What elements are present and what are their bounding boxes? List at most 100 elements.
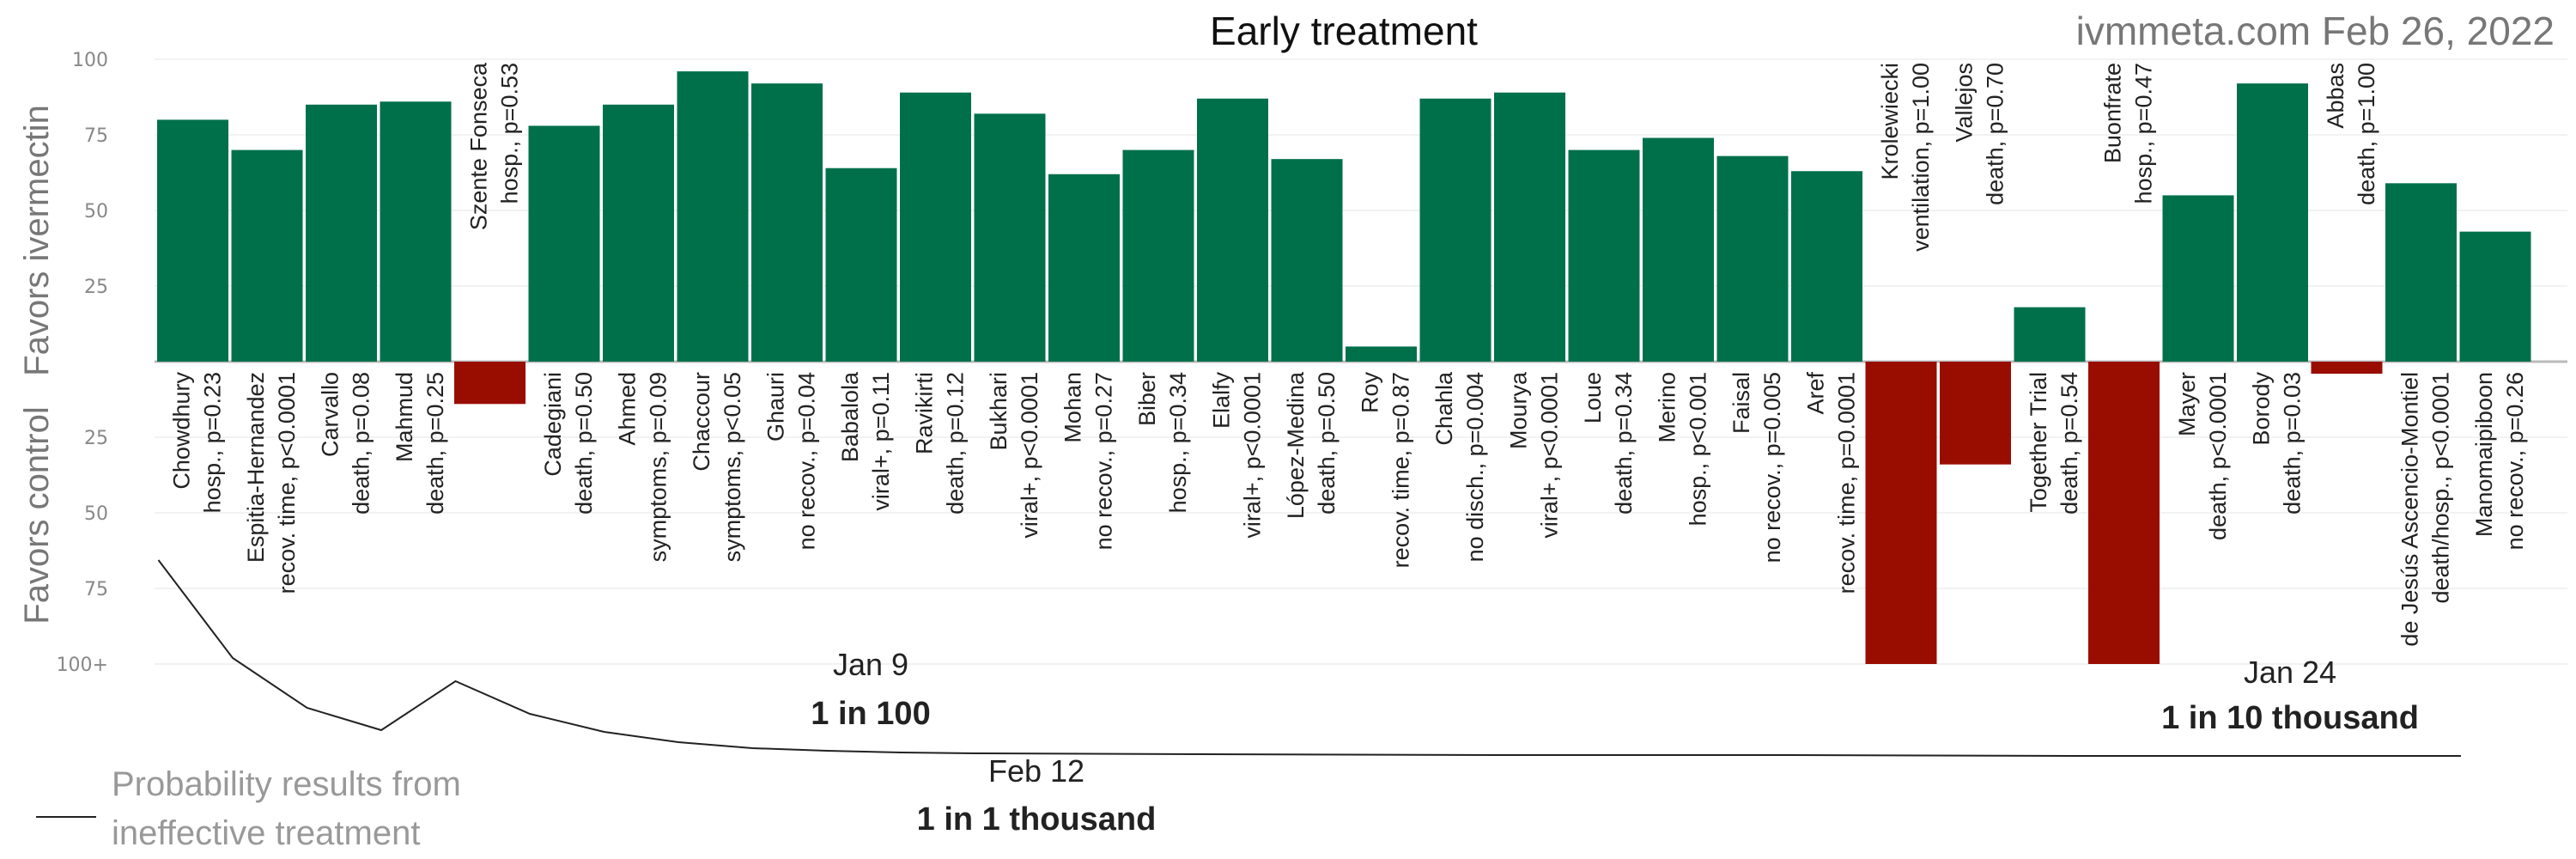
bar-12 [1048,174,1120,362]
study-detail-label: symptoms, p<0.05 [720,372,745,562]
annotation-date: Jan 9 [833,647,908,682]
study-name-label: Cadegiani [540,372,566,477]
bar-21 [1716,155,1789,362]
study-name-label: Chowdhury [169,372,195,490]
study-name-label: Szente Fonseca [466,62,492,230]
bar-0 [157,119,228,362]
study-detail-label: recov. time, p=0.0001 [1834,372,1860,594]
bar-16 [1346,346,1417,362]
bar-22 [1791,171,1862,362]
study-detail-label: death, p=0.12 [943,372,969,515]
y-tick-label: 75 [84,579,108,600]
y-axis-label-negative: Favors control [18,406,56,624]
study-name-label: Vallejos [1952,63,1978,143]
bar-25 [2014,307,2086,362]
study-detail-label: death, p=0.03 [2280,372,2306,515]
bar-11 [974,113,1046,362]
study-name-label: Elalfy [1209,372,1235,430]
study-name-label: Merino [1655,372,1680,443]
bar-23 [1865,362,1937,664]
study-name-label: Loue [1580,372,1606,423]
y-tick-label: 50 [84,201,108,222]
probability-line [157,559,2461,757]
study-name-label: Aref [1803,372,1829,415]
bar-26 [2088,362,2160,664]
y-tick-label: 100 [72,50,108,71]
study-name-label: Mohan [1060,372,1086,443]
study-name-label: Faisal [1728,372,1754,434]
bar-4 [454,362,526,405]
bar-31 [2459,231,2531,362]
bar-6 [603,104,674,362]
annotation-odds: 1 in 10 thousand [2161,700,2419,736]
bar-17 [1419,98,1492,362]
study-detail-label: recov. time, p=0.87 [1388,372,1414,568]
study-detail-label: viral+, p<0.0001 [1017,372,1042,539]
study-name-label: Abbas [2323,63,2348,129]
study-detail-label: death/hosp., p<0.0001 [2428,372,2454,604]
study-detail-label: death, p<0.0001 [2205,372,2231,540]
study-detail-label: no recov., p=0.27 [1091,372,1117,550]
bar-14 [1197,98,1268,362]
study-detail-label: hosp., p<0.001 [1686,372,1711,526]
study-name-label: Together Trial [2026,372,2051,513]
study-name-label: Babalola [837,371,863,462]
y-axis-label-positive: Favors ivermectin [18,105,56,376]
study-detail-label: recov. time, p<0.0001 [274,372,300,594]
study-detail-label: symptoms, p=0.09 [646,372,671,562]
bar-10 [900,92,971,362]
bar-28 [2237,83,2308,362]
bar-24 [1940,362,2011,465]
study-detail-label: viral+, p<0.0001 [1240,372,1266,539]
annotations: Jan 9 1 in 100 Feb 12 1 in 1 thousand Jan 24… [811,647,2419,838]
study-detail-label: death, p=0.50 [571,372,597,515]
study-name-label: Roy [1358,372,1383,414]
study-name-label: Bukhari [986,372,1012,451]
study-name-label: Ahmed [615,372,641,446]
study-detail-label: hosp., p=0.47 [2131,63,2157,204]
study-name-label: Buonfrate [2100,63,2126,163]
bar-8 [751,83,823,362]
bar-5 [528,125,600,362]
study-name-label: López-Medina [1283,371,1309,519]
annotation-odds: 1 in 1 thousand [917,801,1157,838]
legend-label-line-2: ineffective treatment [112,814,420,852]
study-detail-label: death, p=0.25 [422,372,448,515]
study-detail-label: viral+, p<0.0001 [1537,372,1563,539]
study-name-label: Borody [2249,372,2275,446]
study-detail-label: hosp., p=0.23 [200,372,226,513]
study-detail-label: viral+, p=0.11 [868,372,894,511]
bar-20 [1643,137,1714,362]
study-detail-label: no disch., p=0.004 [1462,372,1488,562]
study-name-label: Mayer [2174,372,2200,436]
study-name-label: Carvallo [318,372,343,457]
study-detail-label: hosp., p=0.53 [497,63,523,204]
bar-3 [380,101,452,362]
annotation-date: Jan 24 [2244,655,2336,690]
bar-2 [306,104,377,362]
bar-18 [1494,92,1565,362]
study-name-label: Espitia-Hernandez [243,372,269,563]
source-date-label: ivmmeta.com Feb 26, 2022 [2076,9,2555,53]
bar-29 [2311,362,2383,375]
bar-1 [231,149,303,362]
y-tick-label: 50 [84,503,108,525]
y-tick-label: 100+ [57,655,108,676]
bar-15 [1271,159,1343,362]
study-name-label: Chahla [1431,371,1457,446]
annotation-odds: 1 in 100 [811,696,930,732]
study-detail-label: death, p=0.54 [2057,372,2082,515]
study-name-label: Chaccour [689,372,714,472]
study-name-label: Ravikirti [912,372,938,454]
study-detail-label: death, p=1.00 [2354,63,2379,205]
study-name-label: Ghauri [763,372,789,442]
study-name-label: Mourya [1506,371,1532,449]
study-detail-label: no recov., p=0.04 [794,372,820,550]
study-name-label: Biber [1134,372,1160,426]
study-detail-label: death, p=0.50 [1314,372,1340,515]
y-tick-label: 25 [84,428,108,449]
bar-19 [1568,149,1640,362]
bars [157,71,2531,664]
study-labels: Chowdhury hosp., p=0.23 Espitia-Hernandez r… [169,62,2529,647]
bar-27 [2162,195,2234,362]
